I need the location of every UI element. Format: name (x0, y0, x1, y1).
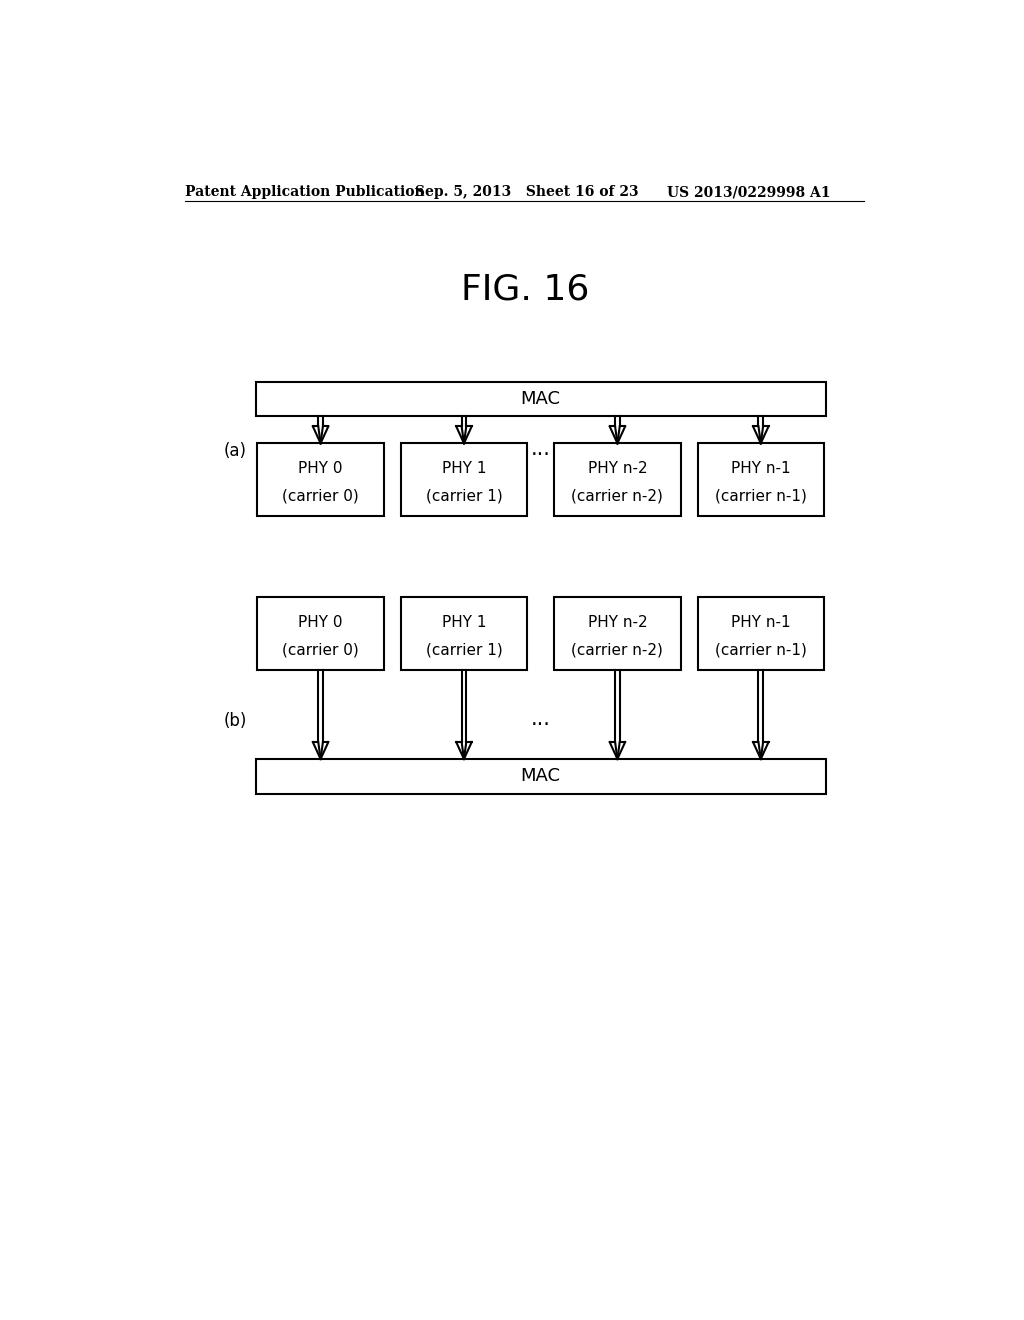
Text: (b): (b) (223, 711, 247, 730)
Bar (257, 444, 384, 516)
Text: PHY n-1: PHY n-1 (731, 615, 791, 631)
Text: MAC: MAC (520, 767, 561, 785)
Text: (carrier 0): (carrier 0) (283, 488, 359, 503)
Text: (carrier n-2): (carrier n-2) (571, 643, 664, 657)
Text: (carrier 0): (carrier 0) (283, 643, 359, 657)
Text: ...: ... (530, 709, 551, 729)
Text: (a): (a) (223, 442, 247, 459)
Bar (256, 759, 825, 793)
Bar (554, 444, 681, 516)
Text: Patent Application Publication: Patent Application Publication (184, 185, 424, 199)
Text: FIG. 16: FIG. 16 (461, 272, 589, 306)
Bar (257, 597, 384, 671)
Text: PHY n-1: PHY n-1 (731, 462, 791, 477)
Text: US 2013/0229998 A1: US 2013/0229998 A1 (667, 185, 830, 199)
Text: PHY 0: PHY 0 (298, 462, 343, 477)
Text: (carrier n-2): (carrier n-2) (571, 488, 664, 503)
Bar (400, 444, 527, 516)
Text: PHY 0: PHY 0 (298, 615, 343, 631)
Bar (554, 597, 681, 671)
Text: (carrier 1): (carrier 1) (426, 643, 503, 657)
Text: ...: ... (530, 440, 551, 459)
Text: (carrier n-1): (carrier n-1) (715, 643, 807, 657)
Bar (697, 444, 824, 516)
Text: MAC: MAC (520, 389, 561, 408)
Text: Sep. 5, 2013   Sheet 16 of 23: Sep. 5, 2013 Sheet 16 of 23 (415, 185, 638, 199)
Bar (697, 597, 824, 671)
Text: (carrier 1): (carrier 1) (426, 488, 503, 503)
Text: PHY 1: PHY 1 (441, 615, 486, 631)
Text: PHY n-2: PHY n-2 (588, 615, 647, 631)
Text: PHY 1: PHY 1 (441, 462, 486, 477)
Text: (carrier n-1): (carrier n-1) (715, 488, 807, 503)
Bar (256, 381, 825, 416)
Text: PHY n-2: PHY n-2 (588, 462, 647, 477)
Bar (400, 597, 527, 671)
